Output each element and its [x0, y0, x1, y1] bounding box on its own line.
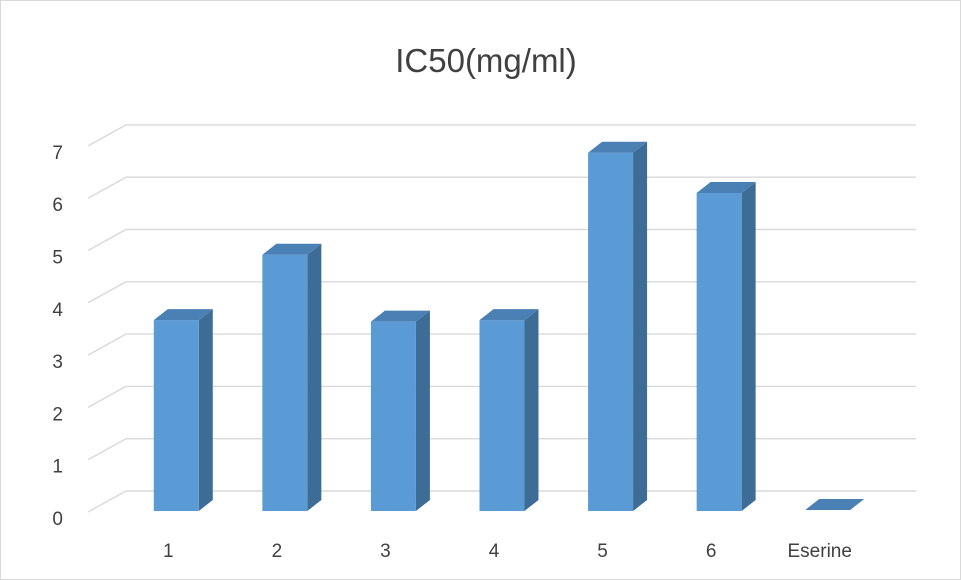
bar-side: [633, 141, 648, 511]
x-tick-label: 1: [163, 541, 174, 562]
bar-top: [805, 498, 865, 510]
bar-2: [262, 243, 322, 512]
bar-side: [307, 243, 322, 512]
bar-5: [588, 141, 648, 511]
bar-side: [415, 310, 430, 511]
gridline-diagonal: [87, 490, 127, 513]
bar-top: [262, 243, 322, 255]
bar-top: [153, 309, 213, 321]
y-tick-label: 6: [52, 195, 63, 216]
bar-side: [524, 309, 539, 511]
x-tick-label: 5: [597, 541, 608, 562]
gridline-diagonal: [87, 281, 127, 304]
bar-front: [370, 321, 416, 511]
bar-Eserine: [805, 498, 865, 510]
gridline-diagonal: [87, 333, 127, 356]
x-tick-label: 4: [489, 541, 500, 562]
y-tick-label: 5: [52, 248, 63, 269]
x-tick-label: 6: [706, 541, 717, 562]
y-tick-label: 2: [52, 404, 63, 425]
bar-4: [479, 309, 539, 511]
bar-3: [370, 310, 430, 511]
x-tick-label: Eserine: [788, 541, 852, 562]
gridlines: [87, 124, 916, 513]
bar-front: [262, 254, 308, 512]
bar-1: [153, 309, 213, 511]
bar-front: [696, 193, 742, 512]
x-axis-ticks: 1 2 3 4 5 6 Eserine: [163, 541, 852, 562]
bar-top: [696, 182, 756, 194]
gridline-diagonal: [87, 438, 127, 461]
bar-front: [588, 152, 634, 511]
gridline-diagonal: [87, 228, 127, 252]
bar-top: [588, 141, 648, 153]
bar-front: [153, 320, 199, 511]
y-tick-label: 4: [52, 300, 63, 321]
bar-top: [370, 310, 430, 322]
bar-side: [741, 182, 756, 512]
gridline-diagonal: [87, 124, 127, 147]
y-tick-label: 7: [52, 143, 63, 164]
y-tick-label: 1: [52, 457, 63, 478]
bar-side: [198, 309, 213, 511]
y-axis-ticks: 0 1 2 3 4 5 6 7: [52, 143, 63, 530]
gridline-diagonal: [87, 176, 127, 199]
y-tick-label: 0: [52, 509, 63, 530]
bar-front: [479, 320, 525, 511]
bar-top: [479, 309, 539, 321]
bar-6: [696, 182, 756, 512]
y-tick-label: 3: [52, 352, 63, 373]
x-tick-label: 3: [380, 541, 391, 562]
bars: [153, 141, 865, 512]
chart-title: IC50(mg/ml): [395, 42, 577, 79]
x-tick-label: 2: [272, 541, 283, 562]
gridline-diagonal: [87, 385, 127, 409]
